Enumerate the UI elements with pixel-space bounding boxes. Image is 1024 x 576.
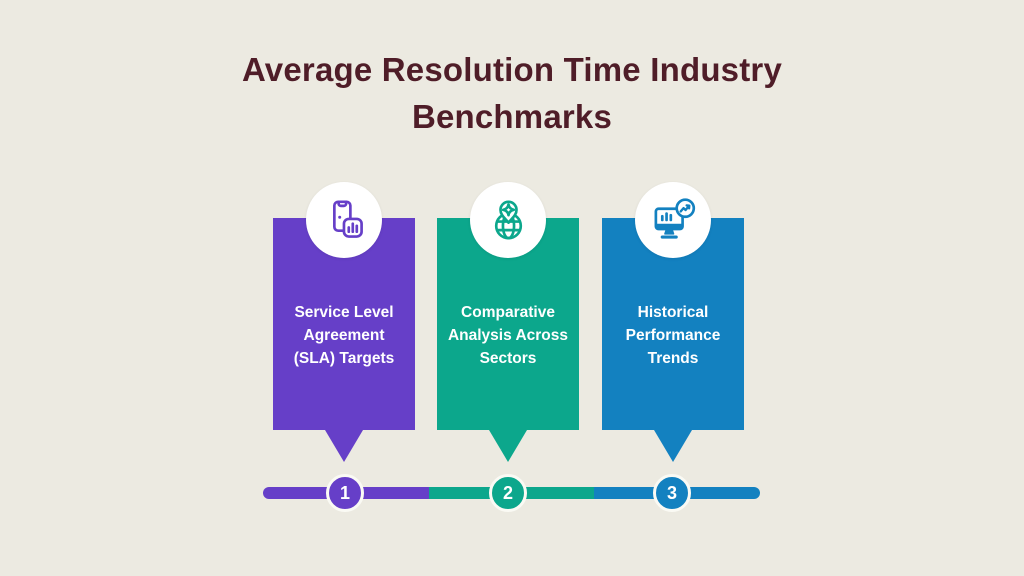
page-title: Average Resolution Time Industry Benchma…: [0, 46, 1024, 140]
page-title-line1: Average Resolution Time Industry: [241, 51, 783, 88]
card-pointer-2: [489, 430, 527, 462]
icon-circle-3: [635, 182, 711, 258]
page-title-line2: Benchmarks: [411, 98, 613, 135]
step-number-2: 2: [502, 483, 513, 503]
step-badge-1: 1: [326, 474, 364, 512]
card-label-comparative-analysis: Comparative Analysis Across Sectors: [447, 303, 569, 367]
icon-circle-2: [470, 182, 546, 258]
phone-chart-icon: [332, 199, 363, 238]
card-pointer-3: [654, 430, 692, 462]
step-badge-2: 2: [489, 474, 527, 512]
card-historical-trends: Historical Performance Trends: [602, 182, 744, 462]
card-label-historical-trends: Historical Performance Trends: [625, 303, 721, 367]
step-number-1: 1: [339, 483, 350, 503]
step-number-3: 3: [666, 483, 677, 503]
card-label-sla-targets: Service Level Agreement (SLA) Targets: [293, 303, 395, 367]
globe-pin-icon: [494, 200, 522, 239]
icon-circle-1: [306, 182, 382, 258]
card-pointer-1: [325, 430, 363, 462]
step-badge-3: 3: [653, 474, 691, 512]
card-sla-targets: Service Level Agreement (SLA) Targets: [273, 182, 415, 462]
monitor-trend-icon: [654, 197, 695, 239]
card-comparative-analysis: Comparative Analysis Across Sectors: [437, 182, 579, 462]
